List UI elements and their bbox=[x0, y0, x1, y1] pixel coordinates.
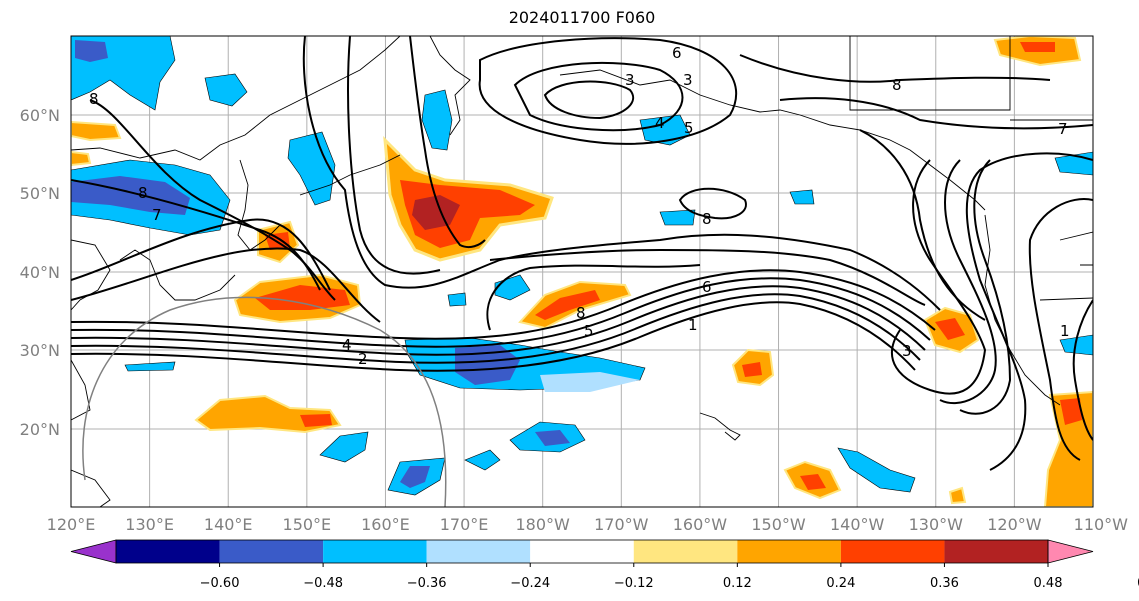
colorbar-tick-label: 0.48 bbox=[1034, 576, 1063, 591]
colorbar-tick-label: 0.60 bbox=[1137, 576, 1139, 591]
coastlines bbox=[71, 36, 1093, 507]
map-title: 2024011700 F060 bbox=[508, 8, 656, 27]
latitude-labels: 60°N 50°N 40°N 30°N 20°N bbox=[20, 106, 60, 439]
reference-circle bbox=[82, 296, 447, 507]
shade-darkblue-s4 bbox=[535, 430, 570, 446]
colorbar-segment bbox=[116, 540, 220, 563]
longitude-label: 120°E bbox=[47, 515, 96, 534]
latitude-label: 30°N bbox=[20, 341, 60, 360]
colorbar-segment bbox=[530, 540, 634, 563]
longitude-label: 140°W bbox=[830, 515, 885, 534]
contour-label: 8 bbox=[702, 210, 712, 228]
contour-label: 7 bbox=[1058, 120, 1068, 138]
shade-blue-s3 bbox=[464, 449, 501, 471]
colorbar-segment bbox=[737, 540, 841, 563]
shade-red-hawaii bbox=[742, 362, 762, 377]
shade-blue-okhotsk bbox=[287, 131, 336, 206]
colorbar-segment bbox=[840, 540, 945, 563]
shade-orange-s2 bbox=[948, 486, 967, 505]
shade-darkblue-s2 bbox=[400, 466, 430, 488]
colorbar-max-extend bbox=[1047, 539, 1094, 564]
colorbar: −0.60 −0.48 −0.36 −0.24 −0.12 0.12 0.24 0.36 0.4… bbox=[70, 539, 1139, 591]
shade-red-s1 bbox=[800, 474, 826, 490]
contour-label: 6 bbox=[672, 44, 682, 62]
colorbar-tick-label: −0.12 bbox=[614, 576, 654, 591]
colorbar-segment bbox=[426, 540, 531, 563]
contour-label: 3 bbox=[902, 342, 912, 360]
shade-darkblue-nw bbox=[75, 40, 108, 62]
contour-label: 4 bbox=[342, 336, 352, 354]
colorbar-tick-label: 0.36 bbox=[930, 576, 959, 591]
latitude-label: 60°N bbox=[20, 106, 60, 125]
shade-red-mexico bbox=[1060, 398, 1082, 425]
longitude-labels: 120°E 130°E 140°E 150°E 160°E 170°E 180°W 170°W… bbox=[47, 515, 1129, 534]
contour-label: 8 bbox=[89, 90, 99, 108]
contour-label: 1 bbox=[688, 316, 698, 334]
contour-label: 1 bbox=[1060, 322, 1070, 340]
longitude-label: 160°E bbox=[361, 515, 410, 534]
contour-label: 7 bbox=[152, 206, 162, 224]
contour-lines bbox=[71, 36, 1093, 471]
shade-red-mid30 bbox=[535, 290, 600, 320]
shade-blue-small2 bbox=[789, 189, 815, 205]
colorbar-segment bbox=[633, 540, 738, 563]
shade-orange-w1 bbox=[71, 120, 122, 142]
colorbar-segment bbox=[944, 540, 1048, 563]
longitude-label: 110°W bbox=[1074, 515, 1129, 534]
contour-label: 3 bbox=[625, 71, 635, 89]
longitude-label: 160°W bbox=[673, 515, 728, 534]
contour-label: 5 bbox=[684, 119, 694, 137]
longitude-label: 130°E bbox=[125, 515, 174, 534]
colorbar-tick-label: −0.24 bbox=[510, 576, 550, 591]
shade-blue-small1 bbox=[447, 292, 467, 307]
contour-label: 8 bbox=[576, 304, 586, 322]
colorbar-segment bbox=[323, 540, 427, 563]
shade-orange-w2 bbox=[71, 150, 92, 167]
colorbar-outline bbox=[115, 539, 1049, 564]
longitude-label: 130°W bbox=[909, 515, 964, 534]
longitude-label: 140°E bbox=[204, 515, 253, 534]
colorbar-tick-label: −0.36 bbox=[407, 576, 447, 591]
longitude-label: 170°W bbox=[594, 515, 649, 534]
latitude-label: 50°N bbox=[20, 184, 60, 203]
colorbar-min-extend bbox=[70, 539, 117, 564]
contour-label: 2 bbox=[358, 350, 368, 368]
colorbar-tick-label: −0.60 bbox=[200, 576, 240, 591]
contour-label: 8 bbox=[138, 184, 148, 202]
shade-blue-s1 bbox=[319, 431, 369, 463]
shade-blue-e2 bbox=[1059, 334, 1093, 356]
contour-label: 4 bbox=[655, 114, 665, 132]
shade-red-e32 bbox=[935, 318, 965, 340]
contour-label-group: 6 3 3 4 5 8 7 8 7 8 8 6 5 1 4 2 8 3 1 bbox=[89, 44, 1070, 368]
map-frame bbox=[70, 35, 1094, 508]
shade-red-w20 bbox=[300, 414, 332, 427]
longitude-label: 150°W bbox=[751, 515, 806, 534]
shade-darkblue-band30 bbox=[455, 345, 520, 385]
shade-lightblue-band30 bbox=[540, 372, 640, 392]
longitude-label: 180°W bbox=[516, 515, 571, 534]
longitude-label: 120°W bbox=[987, 515, 1042, 534]
colorbar-tick-label: −0.48 bbox=[303, 576, 343, 591]
longitude-label: 170°E bbox=[440, 515, 489, 534]
longitude-label: 150°E bbox=[283, 515, 332, 534]
shade-darkred-central bbox=[412, 195, 460, 230]
contour-label: 5 bbox=[584, 322, 594, 340]
contour-label: 6 bbox=[702, 278, 712, 296]
colorbar-tick-label: 0.12 bbox=[723, 576, 752, 591]
shade-blue-kamchatka bbox=[204, 73, 248, 107]
latitude-label: 40°N bbox=[20, 263, 60, 282]
shade-blue-bering bbox=[421, 89, 453, 151]
contour-label: 8 bbox=[892, 76, 902, 94]
shade-red-ne bbox=[1020, 42, 1055, 52]
colorbar-segment bbox=[219, 540, 324, 563]
shade-blue-w30 bbox=[124, 361, 176, 372]
latitude-label: 20°N bbox=[20, 420, 60, 439]
contour-label: 3 bbox=[683, 71, 693, 89]
colorbar-tick-label: 0.24 bbox=[826, 576, 855, 591]
graticule bbox=[71, 36, 1093, 507]
shade-blue-8lbl bbox=[659, 209, 696, 226]
shade-blue-s5 bbox=[837, 447, 916, 493]
